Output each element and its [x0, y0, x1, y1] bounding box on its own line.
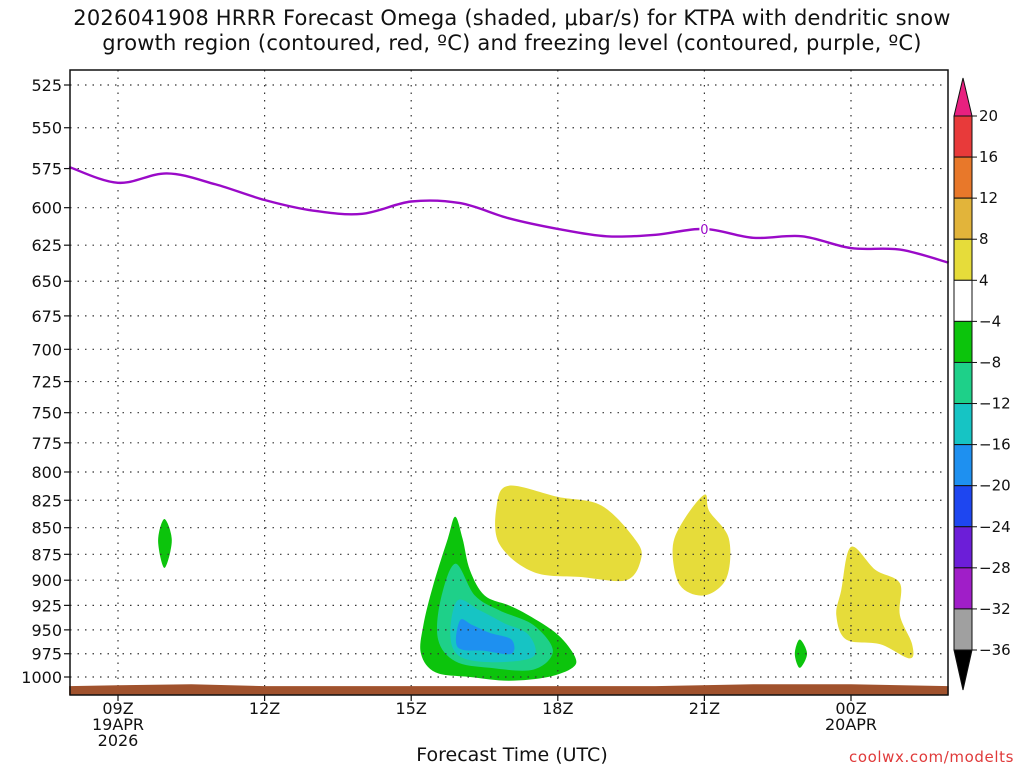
- y-axis: 525 550 575 600 625 650 675 700 725 750 775 800 825 8…: [21, 76, 70, 687]
- chart-title: 2026041908 HRRR Forecast Omega (shaded, …: [0, 6, 1024, 56]
- x-tick-label-9-2: 2026: [98, 731, 139, 750]
- x-tick-label-15-0: 15Z: [396, 699, 427, 718]
- colorbar-label-9: −20: [979, 477, 1011, 495]
- plot-border: [69, 69, 949, 696]
- omega-region-green-blob-0930: [158, 519, 172, 568]
- colorbar-label-4: 4: [979, 271, 989, 289]
- omega-region-blue-core-1600: [455, 619, 515, 655]
- y-tick-label-1000: 1000: [21, 668, 62, 687]
- freezing-level-label: 0: [700, 223, 708, 238]
- freezing-level-label-bg: [699, 220, 710, 236]
- x-tick-label-9-0: 09Z: [102, 699, 133, 718]
- colorbar-label-5: −4: [979, 312, 1001, 330]
- colorbar-bottom-arrow: [953, 649, 973, 691]
- plot-area: [70, 70, 948, 695]
- omega-region-yellow-blob-2100: [672, 494, 731, 596]
- colorbar-label-13: −36: [979, 641, 1011, 659]
- colorbar-box-1: [953, 156, 973, 199]
- y-tick-label-775: 775: [31, 434, 62, 453]
- x-tick-label-24-1: 20APR: [825, 715, 877, 734]
- y-tick-label-750: 750: [31, 404, 62, 423]
- colorbar-label-2: 12: [979, 189, 998, 207]
- freezing-level-layer: 0: [68, 165, 950, 264]
- colorbar-box-0: [953, 115, 973, 158]
- colorbar-label-3: 8: [979, 230, 989, 248]
- colorbar-box-9: [953, 485, 973, 528]
- y-tick-label-700: 700: [31, 340, 62, 359]
- y-tick-label-525: 525: [31, 76, 62, 95]
- colorbar-box-7: [953, 403, 973, 446]
- y-tick-label-825: 825: [31, 491, 62, 510]
- y-tick-label-850: 850: [31, 519, 62, 538]
- x-axis-label: Forecast Time (UTC): [416, 744, 608, 766]
- colorbar-label-12: −32: [979, 600, 1011, 618]
- colorbar-box-11: [953, 567, 973, 610]
- colorbar-box-8: [953, 444, 973, 487]
- chart-title-line2: growth region (contoured, red, ºC) and f…: [102, 31, 922, 55]
- y-tick-label-725: 725: [31, 373, 62, 392]
- omega-region-green-blob-2300: [794, 639, 807, 668]
- colorbar-box-10: [953, 526, 973, 569]
- colorbar-box-2: [953, 197, 973, 240]
- plot-background: [70, 70, 948, 695]
- colorbar-box-3: [953, 238, 973, 281]
- colorbar-label-8: −16: [979, 436, 1011, 454]
- x-tick-label-9-1: 19APR: [92, 715, 144, 734]
- colorbar-top-arrow: [953, 77, 973, 117]
- y-tick-label-625: 625: [31, 236, 62, 255]
- site-credit[interactable]: coolwx.com/modelts: [849, 748, 1014, 766]
- omega-regions: [158, 485, 914, 681]
- colorbar-box-12: [953, 608, 973, 651]
- colorbar-box-4: [953, 279, 973, 322]
- x-tick-label-24-0: 00Z: [835, 699, 866, 718]
- omega-region-yellow-blob-1800: [495, 485, 642, 582]
- y-tick-label-900: 900: [31, 571, 62, 590]
- terrain-layer: [69, 684, 949, 695]
- colorbar-label-11: −28: [979, 559, 1011, 577]
- y-tick-label-600: 600: [31, 199, 62, 218]
- colorbar-box-5: [953, 320, 973, 363]
- colorbar-label-6: −8: [979, 353, 1001, 371]
- plot-frame: [69, 69, 949, 696]
- terrain-fill: [69, 684, 949, 695]
- colorbar-label-1: 16: [979, 148, 998, 166]
- y-tick-label-800: 800: [31, 463, 62, 482]
- chart-title-line1: 2026041908 HRRR Forecast Omega (shaded, …: [73, 6, 951, 30]
- y-tick-label-975: 975: [31, 645, 62, 664]
- y-tick-label-575: 575: [31, 160, 62, 179]
- y-tick-label-925: 925: [31, 596, 62, 615]
- colorbar-box-6: [953, 361, 973, 405]
- y-tick-label-550: 550: [31, 119, 62, 138]
- colorbar: 20 16 12 8 4 −4 −8 −12 −16 −20 −24 −28 −32 −36: [953, 77, 1011, 691]
- x-tick-label-12-0: 12Z: [249, 699, 280, 718]
- x-tick-label-18-0: 18Z: [542, 699, 573, 718]
- colorbar-label-0: 20: [979, 107, 998, 125]
- colorbar-label-10: −24: [979, 518, 1011, 536]
- y-tick-label-950: 950: [31, 621, 62, 640]
- freezing-level-line: [68, 165, 950, 264]
- y-tick-label-650: 650: [31, 272, 62, 291]
- x-tick-label-21-0: 21Z: [689, 699, 720, 718]
- omega-region-yellow-blob-0030: [836, 546, 914, 659]
- y-tick-label-875: 875: [31, 545, 62, 564]
- colorbar-label-7: −12: [979, 395, 1011, 413]
- y-tick-label-675: 675: [31, 307, 62, 326]
